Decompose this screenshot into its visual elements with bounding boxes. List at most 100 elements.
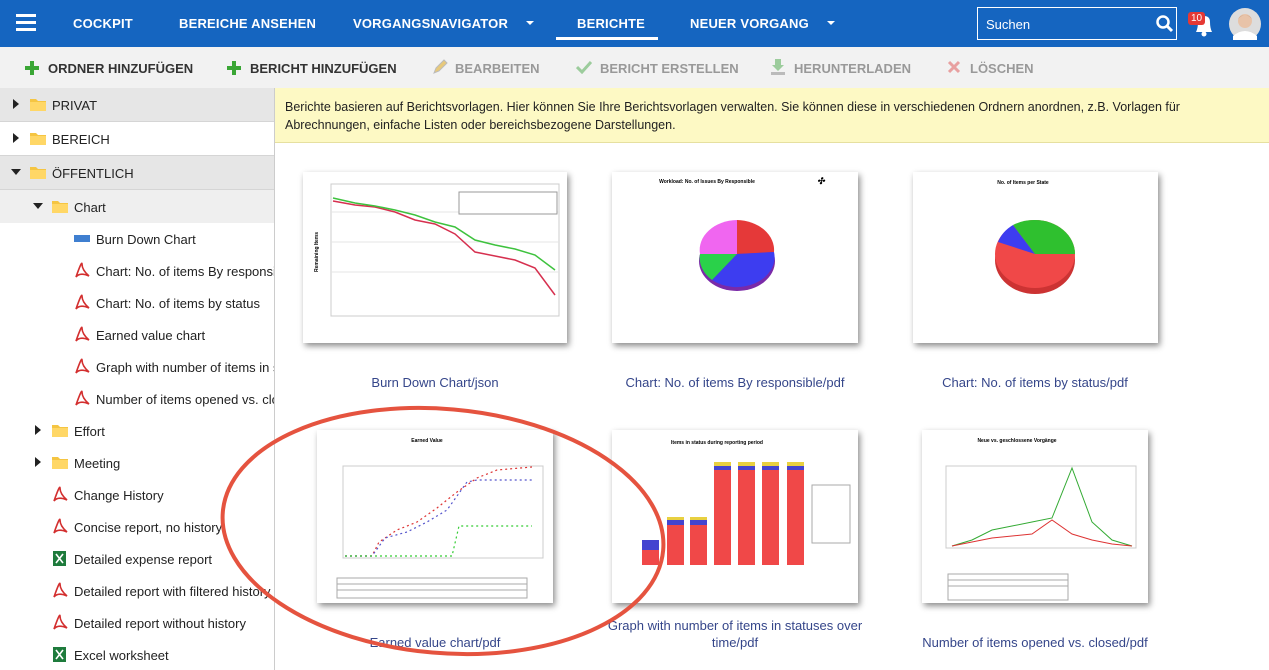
tree-label: Detailed report without history bbox=[74, 616, 246, 631]
tree-row[interactable]: Chart: No. of items by status bbox=[0, 286, 274, 319]
tree-label: Detailed expense report bbox=[74, 552, 213, 567]
avatar[interactable] bbox=[1229, 8, 1261, 40]
tree-icon bbox=[75, 294, 90, 310]
tree-row[interactable]: Concise report, no history bbox=[0, 510, 274, 543]
tree-label: Change History bbox=[74, 488, 164, 503]
report-link[interactable]: Earned value chart/pdf bbox=[369, 635, 501, 650]
report-thumbnail[interactable]: Remaining Items bbox=[303, 172, 567, 343]
tree-label: Earned value chart bbox=[96, 328, 206, 343]
tree-label: Chart: No. of items By responsible bbox=[96, 264, 275, 279]
tree-row[interactable]: Detailed expense report bbox=[0, 542, 274, 575]
tree-row[interactable]: Chart: No. of items By responsible bbox=[0, 254, 274, 287]
tree-icon bbox=[11, 167, 46, 179]
thumbnail-image: No. of Items per State bbox=[995, 180, 1075, 294]
tree-label: Meeting bbox=[74, 456, 121, 471]
tree-row[interactable]: Earned value chart bbox=[0, 318, 274, 351]
nav-item[interactable]: VORGANGSNAVIGATOR bbox=[353, 16, 509, 31]
report-thumbnail[interactable]: Earned Value bbox=[317, 430, 553, 603]
tree-row[interactable]: Chart bbox=[0, 190, 274, 223]
tree-icon bbox=[75, 326, 90, 342]
report-thumbnail[interactable]: Neue vs. geschlossene Vorgänge bbox=[922, 430, 1148, 603]
tree-icon bbox=[53, 486, 68, 502]
tree-row[interactable]: Detailed report without history bbox=[0, 606, 274, 639]
thumbnail-title: Workload: No. of Issues By Responsible bbox=[659, 179, 755, 185]
tree-label: ÖFFENTLICH bbox=[52, 166, 134, 181]
toolbar-button[interactable]: LÖSCHEN bbox=[970, 61, 1034, 76]
toolbar-button[interactable]: HERUNTERLADEN bbox=[794, 61, 911, 76]
tree-row[interactable]: Change History bbox=[0, 478, 274, 511]
tree-row[interactable]: ÖFFENTLICH bbox=[0, 156, 274, 190]
thumbnail-title: Earned Value bbox=[411, 438, 443, 444]
search-icon[interactable] bbox=[1156, 15, 1174, 33]
search-box[interactable]: Suchen bbox=[977, 7, 1177, 40]
tree-icon bbox=[35, 425, 68, 437]
report-link[interactable]: Burn Down Chart/json bbox=[371, 375, 499, 390]
tree-label: Effort bbox=[74, 424, 105, 439]
tree-label: BEREICH bbox=[52, 132, 110, 147]
search-placeholder: Suchen bbox=[986, 17, 1031, 32]
tree-label: Concise report, no history bbox=[74, 520, 223, 535]
info-text: Berichte basieren auf Berichtsvorlagen. … bbox=[285, 100, 1180, 132]
tree-label: Number of items opened vs. closed bbox=[96, 392, 274, 407]
tree-label: PRIVAT bbox=[52, 98, 98, 113]
plus-icon bbox=[25, 61, 39, 75]
tree-row[interactable]: Burn Down Chart bbox=[0, 222, 274, 255]
tree-label: Graph with number of items in statuses o… bbox=[96, 360, 274, 375]
menu-icon[interactable] bbox=[16, 14, 36, 32]
info-banner: Berichte basieren auf Berichtsvorlagen. … bbox=[275, 88, 1269, 143]
thumbnail-title: Items in status during reporting period bbox=[671, 440, 763, 446]
nav-item[interactable]: BERICHTE bbox=[577, 16, 646, 31]
plus-icon bbox=[227, 61, 241, 75]
highlight-ellipse bbox=[220, 405, 666, 657]
tree-row[interactable]: PRIVAT bbox=[0, 88, 274, 122]
dropdown-caret[interactable] bbox=[827, 21, 835, 26]
toolbar-button[interactable]: BEARBEITEN bbox=[455, 61, 540, 76]
tree-icon bbox=[13, 99, 46, 111]
thumbnail-image: Earned Value bbox=[336, 438, 544, 599]
toolbar-button[interactable]: BERICHT HINZUFÜGEN bbox=[250, 61, 397, 76]
tree-icon bbox=[75, 390, 90, 406]
active-underline bbox=[556, 37, 658, 40]
logo: ✣ bbox=[817, 176, 826, 186]
tree-row[interactable]: Effort bbox=[0, 414, 274, 447]
tree-row[interactable]: BEREICH bbox=[0, 122, 274, 156]
tree-icon bbox=[75, 262, 90, 278]
thumbnail-title: Remaining Items bbox=[314, 232, 320, 272]
tree-label: Burn Down Chart bbox=[96, 232, 196, 247]
tree-row[interactable]: Meeting bbox=[0, 446, 274, 479]
tree-icon bbox=[75, 358, 90, 374]
pencil-icon bbox=[433, 59, 448, 74]
report-link[interactable]: Chart: No. of items By responsible/pdf bbox=[625, 375, 845, 390]
tree-icon bbox=[35, 457, 68, 469]
tree-row[interactable]: Number of items opened vs. closed bbox=[0, 382, 274, 415]
tree-icon bbox=[53, 551, 66, 566]
dropdown-caret[interactable] bbox=[526, 21, 534, 26]
tree-label: Detailed report with filtered history bbox=[74, 584, 271, 599]
tree-row[interactable]: Graph with number of items in statuses o… bbox=[0, 350, 274, 383]
thumbnail-title: Neue vs. geschlossene Vorgänge bbox=[977, 438, 1056, 444]
report-link[interactable]: Chart: No. of items by status/pdf bbox=[942, 375, 1128, 390]
tree-icon bbox=[33, 201, 68, 213]
tree-icon bbox=[53, 614, 68, 630]
thumbnail-title: No. of Items per State bbox=[997, 180, 1049, 186]
thumbnail-image: Neue vs. geschlossene Vorgänge bbox=[945, 438, 1137, 601]
report-thumbnail[interactable]: Items in status during reporting period bbox=[612, 430, 858, 603]
report-thumbnail[interactable]: Workload: No. of Issues By Responsible ✣ bbox=[612, 172, 858, 343]
nav-item[interactable]: BEREICHE ANSEHEN bbox=[179, 16, 317, 31]
toolbar-button[interactable]: ORDNER HINZUFÜGEN bbox=[48, 61, 194, 76]
nav-item[interactable]: NEUER VORGANG bbox=[690, 16, 809, 31]
report-link[interactable]: Graph with number of items in statuses o… bbox=[607, 618, 863, 650]
tree-label: Chart bbox=[74, 200, 106, 215]
toolbar-button[interactable]: BERICHT ERSTELLEN bbox=[600, 61, 739, 76]
tree-row[interactable]: Detailed report with filtered history bbox=[0, 574, 274, 607]
tree-icon bbox=[13, 133, 46, 145]
tree-row[interactable]: Excel worksheet bbox=[0, 638, 274, 670]
notification-badge: 10 bbox=[1188, 12, 1206, 25]
tree-icon bbox=[53, 518, 68, 534]
tree-label: Chart: No. of items by status bbox=[96, 296, 261, 311]
nav-item[interactable]: COCKPIT bbox=[73, 16, 133, 31]
report-link[interactable]: Number of items opened vs. closed/pdf bbox=[922, 635, 1148, 650]
report-thumbnail[interactable]: No. of Items per State bbox=[913, 172, 1158, 343]
download-icon bbox=[771, 59, 785, 75]
top-bar: COCKPIT BEREICHE ANSEHEN VORGANGSNAVIGAT… bbox=[0, 0, 1269, 47]
